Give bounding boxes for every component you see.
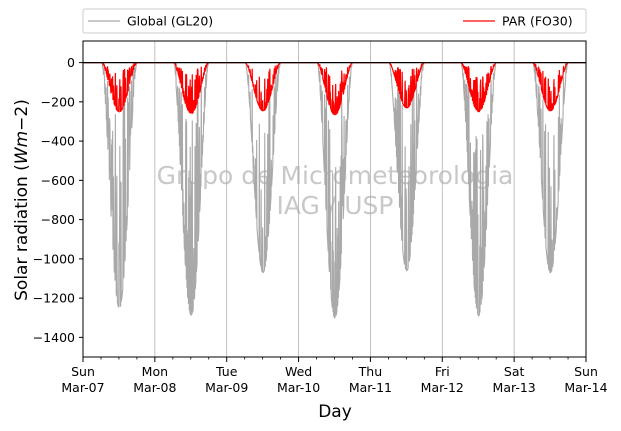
legend: Global (GL20) PAR (FO30): [82, 8, 587, 34]
x-gridlines: [154, 41, 515, 357]
y-tick-label: −800: [41, 212, 75, 227]
y-tick-label: −600: [41, 173, 75, 188]
legend-label-par: PAR (FO30): [502, 14, 573, 29]
y-axis-label-text: Solar radiation (: [12, 164, 32, 301]
watermark-line-1: Grupo de Micrometeorologia: [157, 161, 514, 190]
x-tick-label-date: Mar-07: [61, 380, 104, 395]
y-tick-label: −1200: [33, 291, 75, 306]
x-tick-label-date: Mar-14: [564, 380, 607, 395]
x-tick-label-day: Sun: [71, 364, 95, 379]
legend-label-global: Global (GL20): [127, 14, 213, 29]
x-tick-label-day: Sun: [574, 364, 598, 379]
y-axis-label-close: ): [12, 99, 32, 106]
legend-frame: [82, 8, 587, 34]
x-tick-label-day: Thu: [358, 364, 382, 379]
y-axis-label: Solar radiation (Wm−2): [12, 99, 32, 301]
y-tick-label: −1000: [33, 251, 75, 266]
x-tick-label-day: Mon: [142, 364, 168, 379]
x-axis-label: Day: [318, 402, 352, 422]
x-tick-label-date: Mar-10: [277, 380, 320, 395]
y-tick-label: −1400: [33, 330, 75, 345]
x-tick-label-date: Mar-08: [133, 380, 176, 395]
series-layer: [83, 61, 586, 320]
y-tick-label: −200: [41, 94, 75, 109]
y-axis-label-exp: −2: [12, 106, 32, 131]
x-tick-label-date: Mar-12: [421, 380, 464, 395]
x-tick-label-day: Tue: [215, 364, 238, 379]
x-tick-label-day: Sat: [504, 364, 525, 379]
y-axis-label-unit: Wm: [12, 131, 32, 164]
x-tick-label-day: Wed: [285, 364, 312, 379]
y-tick-label: 0: [67, 55, 75, 70]
axes: 0−200−400−600−800−1000−1200−1400SunMar-0…: [33, 40, 608, 395]
x-tick-label-date: Mar-13: [493, 380, 536, 395]
series-line-par: [83, 61, 586, 116]
x-tick-label-date: Mar-11: [349, 380, 392, 395]
x-tick-label-day: Fri: [435, 364, 450, 379]
x-tick-label-date: Mar-09: [205, 380, 248, 395]
y-tick-label: −400: [41, 134, 75, 149]
